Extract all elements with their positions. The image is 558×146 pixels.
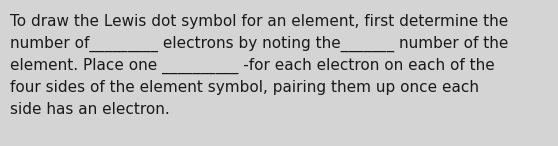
Text: number of_________ electrons by noting the_______ number of the: number of_________ electrons by noting t…: [10, 36, 508, 52]
Text: four sides of the element symbol, pairing them up once each: four sides of the element symbol, pairin…: [10, 80, 479, 95]
Text: element. Place one __________ -for each electron on each of the: element. Place one __________ -for each …: [10, 58, 495, 74]
Text: side has an electron.: side has an electron.: [10, 102, 170, 117]
Text: To draw the Lewis dot symbol for an element, first determine the: To draw the Lewis dot symbol for an elem…: [10, 14, 508, 29]
